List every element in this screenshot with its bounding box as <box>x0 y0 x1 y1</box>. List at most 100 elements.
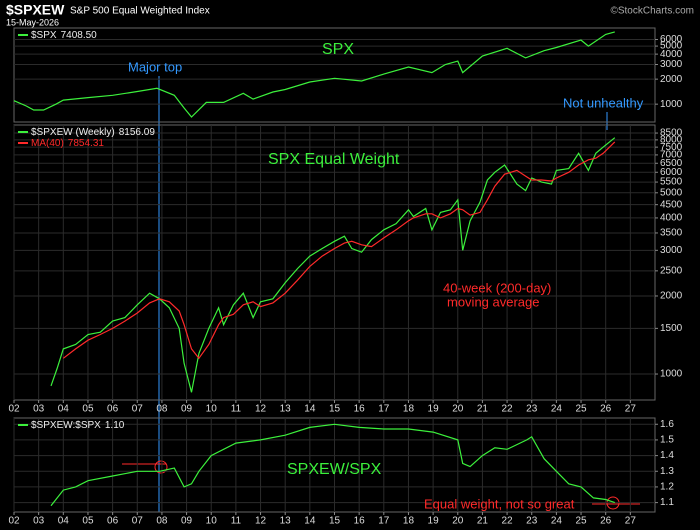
x-tick-label: 27 <box>625 516 637 527</box>
x-tick-label: 08 <box>156 516 168 527</box>
y-tick-label: 5000 <box>660 187 683 198</box>
y-tick-label: 5500 <box>660 177 683 188</box>
x-tick-label: 03 <box>33 404 45 415</box>
legend-value: 1.10 <box>105 420 125 431</box>
y-tick-label: 8000 <box>660 135 683 146</box>
panel-frame <box>13 27 656 123</box>
legend-value: 8156.09 <box>119 127 156 138</box>
x-tick-label: 13 <box>280 516 292 527</box>
series-line <box>50 137 616 393</box>
x-tick-label: 05 <box>82 404 94 415</box>
x-tick-label: 12 <box>255 404 267 415</box>
y-tick-label: 1.4 <box>660 450 674 461</box>
series-line <box>50 423 615 507</box>
x-tick-label: 18 <box>403 404 415 415</box>
legend-name: MA(40) <box>31 138 64 149</box>
x-tick-label: 27 <box>625 404 637 415</box>
symbol: $SPXEW <box>6 2 65 18</box>
x-tick-label: 02 <box>8 516 20 527</box>
legend-name: $SPX <box>31 30 57 41</box>
x-tick-label: 04 <box>58 404 70 415</box>
x-tick-label: 22 <box>502 404 514 415</box>
y-tick-label: 3500 <box>660 228 683 239</box>
x-tick-label: 02 <box>8 404 20 415</box>
x-tick-label: 04 <box>58 516 70 527</box>
x-tick-label: 19 <box>428 516 440 527</box>
source: ©StockCharts.com <box>610 6 694 17</box>
x-tick-label: 09 <box>181 516 193 527</box>
y-tick-label: 3000 <box>660 59 683 70</box>
x-tick-label: 07 <box>132 404 144 415</box>
y-tick-label: 1.6 <box>660 419 674 430</box>
x-tick-label: 15 <box>329 404 341 415</box>
x-tick-label: 17 <box>378 516 390 527</box>
y-tick-label: 2000 <box>660 74 683 85</box>
y-tick-label: 1.3 <box>660 466 674 477</box>
panel-title: SPXEW/SPX <box>287 461 382 478</box>
y-tick-label: 2000 <box>660 291 683 302</box>
x-tick-label: 23 <box>526 516 538 527</box>
y-tick-label: 6000 <box>660 167 683 178</box>
legend-entry: $SPXEW:$SPX 1.10 <box>31 420 125 431</box>
y-tick-label: 1.5 <box>660 435 674 446</box>
x-tick-label: 14 <box>304 516 316 527</box>
x-tick-label: 24 <box>551 516 563 527</box>
y-tick-label: 1.2 <box>660 482 674 493</box>
annotation: Not unhealthy <box>563 95 644 110</box>
annotation: moving average <box>447 294 540 309</box>
legend-value: 7854.31 <box>68 138 105 149</box>
marker-circle <box>154 460 168 474</box>
y-tick-label: 4000 <box>660 49 683 60</box>
x-tick-label: 14 <box>304 404 316 415</box>
y-tick-label: 3000 <box>660 245 683 256</box>
x-tick-label: 15 <box>329 516 341 527</box>
date: 15-May-2026 <box>6 17 59 27</box>
x-tick-label: 03 <box>33 516 45 527</box>
x-tick-label: 22 <box>502 516 514 527</box>
y-tick-label: 1.1 <box>660 497 674 508</box>
x-tick-label: 25 <box>575 404 587 415</box>
x-tick-label: 12 <box>255 516 267 527</box>
y-tick-label: 7000 <box>660 150 683 161</box>
y-tick-label: 1000 <box>660 99 683 110</box>
y-tick-label: 6000 <box>660 34 683 45</box>
series-line <box>13 31 615 118</box>
x-tick-label: 08 <box>156 404 168 415</box>
x-tick-label: 09 <box>181 404 193 415</box>
x-tick-label: 06 <box>107 404 119 415</box>
x-tick-label: 10 <box>206 404 218 415</box>
x-tick-label: 25 <box>575 516 587 527</box>
y-tick-label: 2500 <box>660 265 683 276</box>
x-tick-label: 20 <box>452 516 464 527</box>
y-tick-label: 8500 <box>660 128 683 139</box>
series-line <box>62 141 616 360</box>
y-tick-label: 4500 <box>660 199 683 210</box>
x-tick-label: 26 <box>600 404 612 415</box>
x-tick-label: 16 <box>354 404 366 415</box>
x-tick-label: 16 <box>354 516 366 527</box>
x-tick-label: 18 <box>403 516 415 527</box>
legend-value: 7408.50 <box>61 30 98 41</box>
x-tick-label: 21 <box>477 516 489 527</box>
legend-entry: MA(40) 7854.31 <box>31 138 104 149</box>
x-tick-label: 17 <box>378 404 390 415</box>
y-tick-label: 6500 <box>660 158 683 169</box>
annotation: Major top <box>128 59 182 74</box>
legend-entry: $SPXEW (Weekly) 8156.09 <box>31 127 155 138</box>
x-tick-label: 19 <box>428 404 440 415</box>
x-tick-label: 13 <box>280 404 292 415</box>
x-tick-label: 10 <box>206 516 218 527</box>
y-tick-label: 5000 <box>660 41 683 52</box>
y-tick-label: 1000 <box>660 369 683 380</box>
panel-title: SPX Equal Weight <box>268 151 400 168</box>
annotation: 40-week (200-day) <box>443 280 551 295</box>
x-tick-label: 11 <box>231 404 242 415</box>
x-tick-label: 24 <box>551 404 563 415</box>
y-tick-label: 4000 <box>660 213 683 224</box>
x-tick-label: 05 <box>82 516 94 527</box>
x-tick-label: 06 <box>107 516 119 527</box>
panel-title: SPX <box>322 41 354 58</box>
legend-entry: $SPX 7408.50 <box>31 30 97 41</box>
x-tick-label: 07 <box>132 516 144 527</box>
